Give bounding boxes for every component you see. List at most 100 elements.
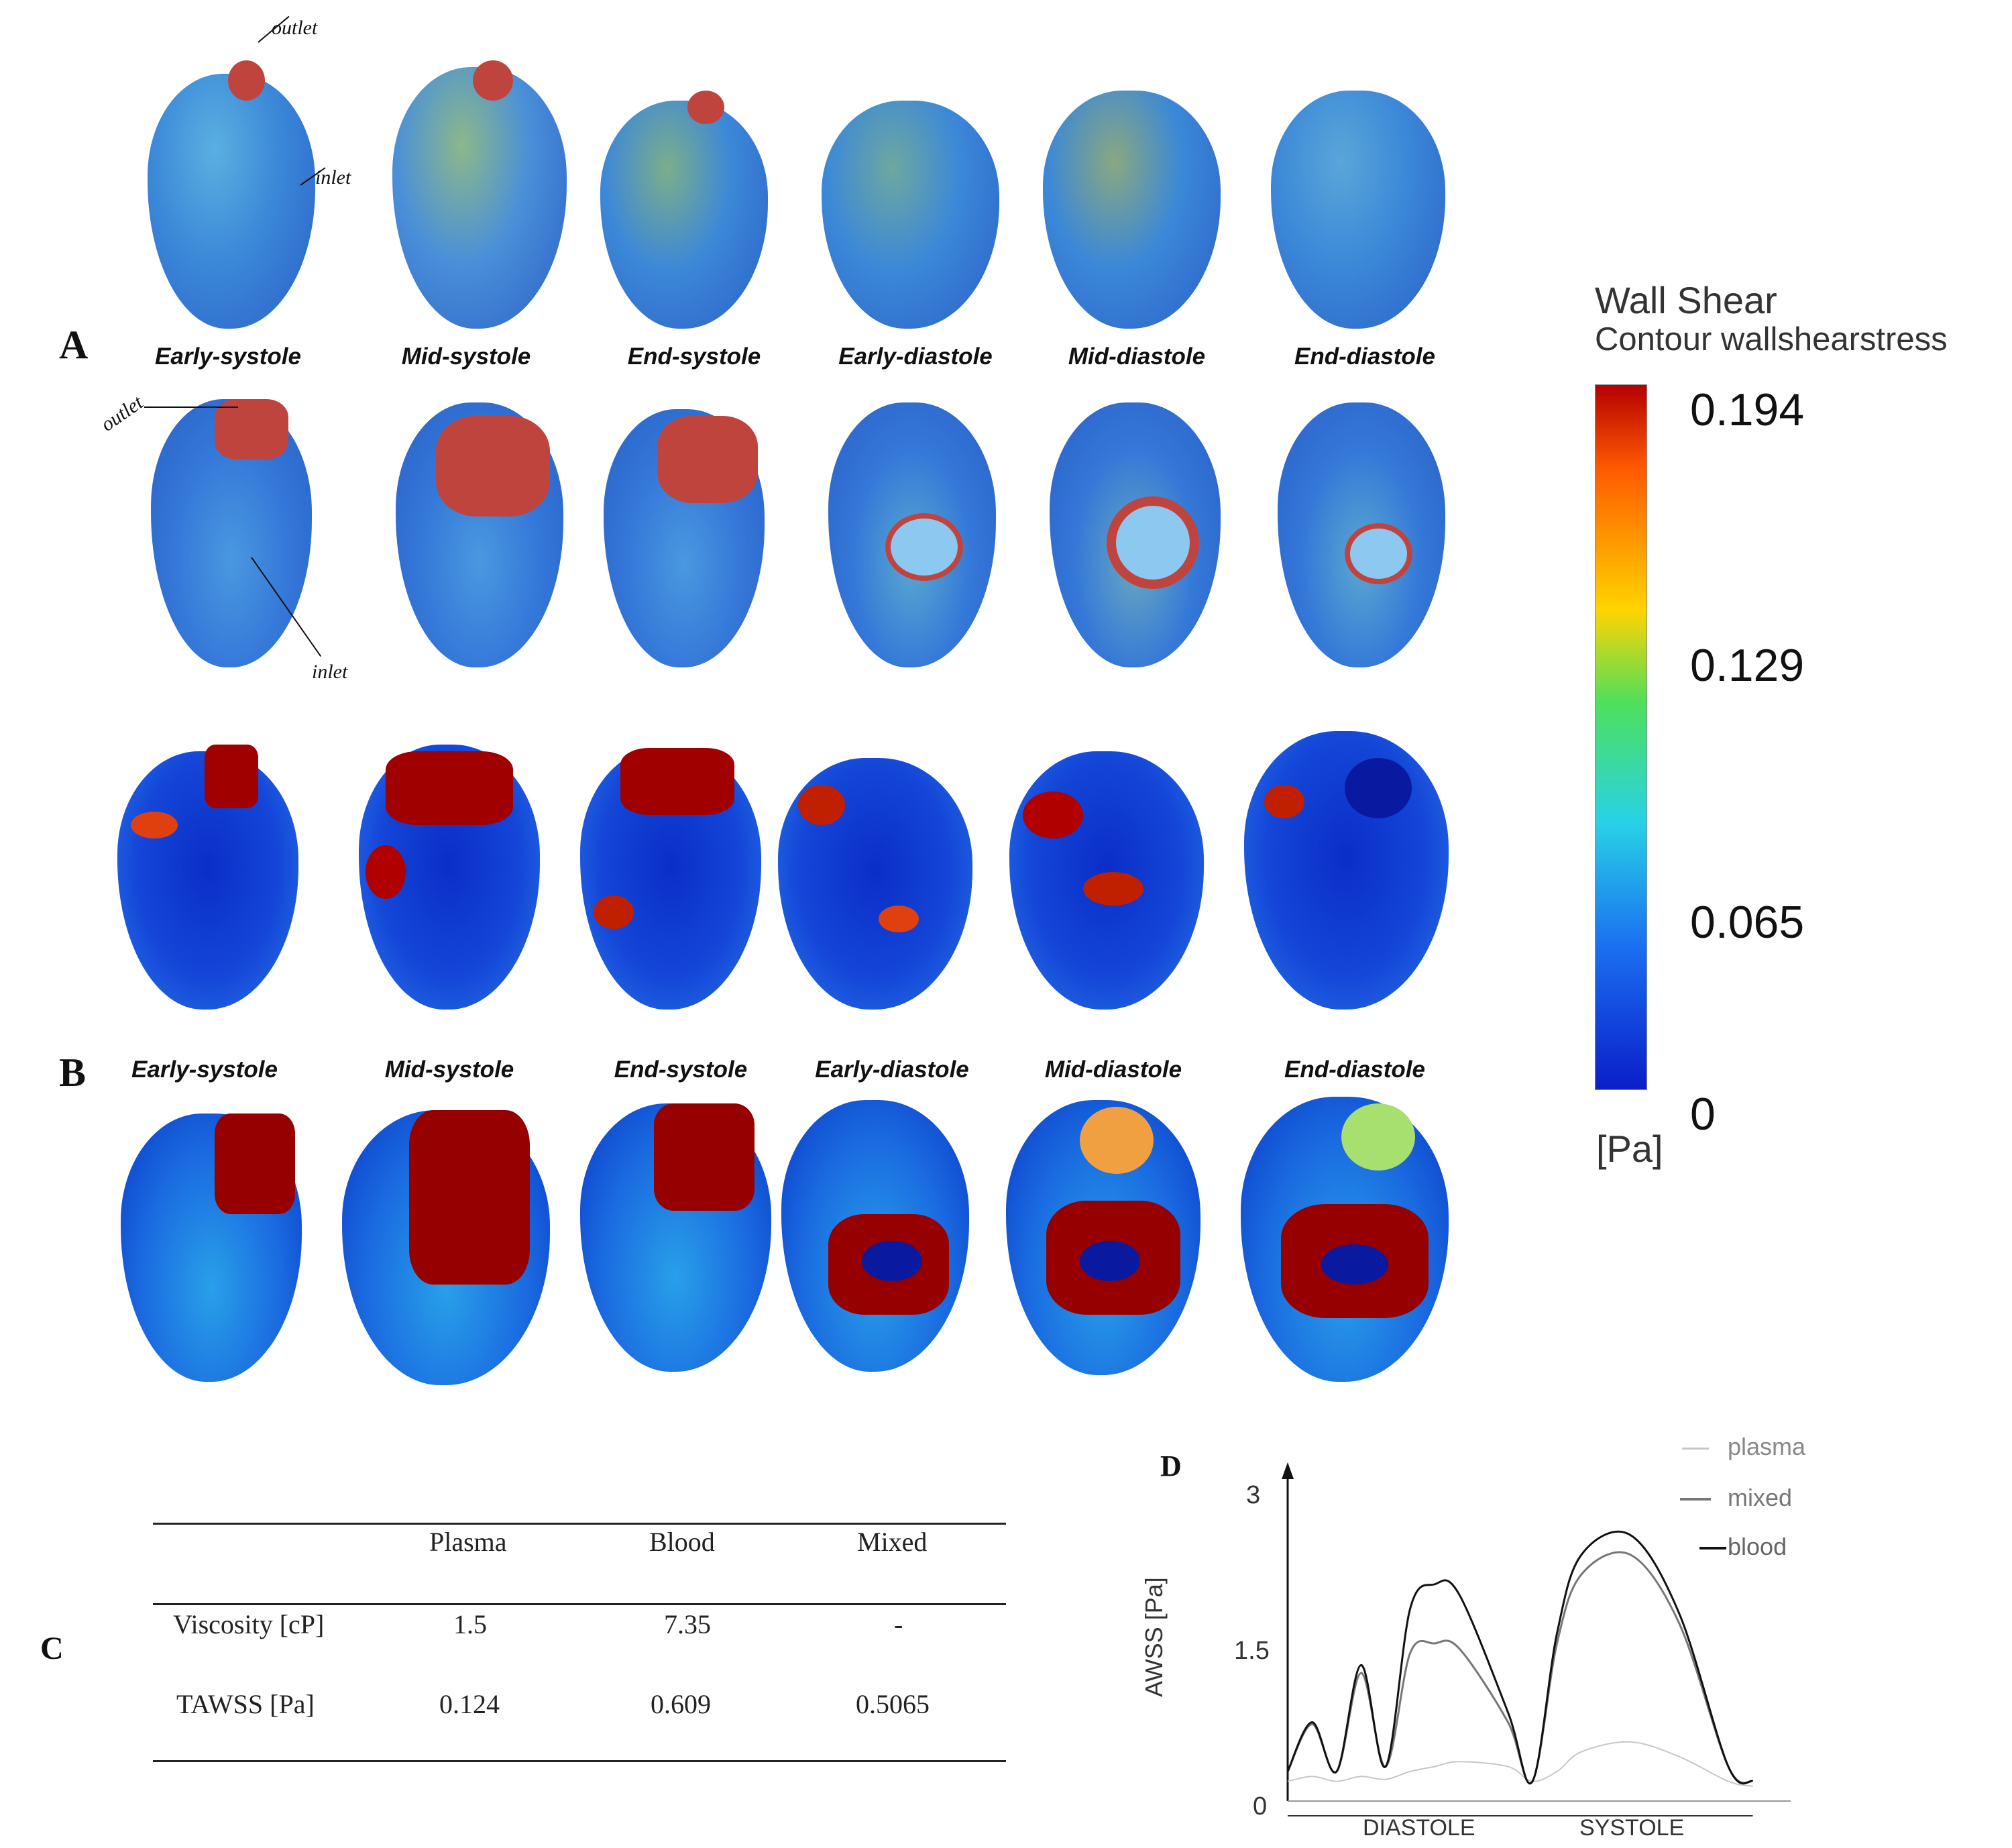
high-wss-region [620,748,734,815]
chart-ylabel: AWSS [Pa] [1140,1577,1168,1697]
high-wss-region [409,1110,530,1285]
low-wss-core [1321,1244,1388,1285]
colorbar-unit: [Pa] [1596,1128,1663,1170]
heart-a2-mid-systole [396,402,563,667]
phase-label: Mid-diastole [1044,1056,1182,1083]
phase-label: Early-systole [131,1056,278,1083]
heart-b2-end-diastole [1241,1097,1449,1382]
table-cell: 0.5065 [856,1689,930,1719]
legend-label: plasma [1728,1433,1806,1460]
high-wss-region [215,1113,295,1214]
heart-a2-early-diastole [828,402,996,667]
phase-label: Early-diastole [838,343,993,370]
phase-label: End-diastole [1294,343,1436,370]
table-cell: 7.35 [664,1609,711,1639]
high-wss-region [131,812,178,838]
legend-swatch-mixed [1680,1498,1711,1501]
high-wss-region [654,1103,754,1211]
chart-region-label: DIASTOLE [1363,1815,1475,1841]
table-header-rule [153,1603,1006,1605]
table-bottom-rule [153,1760,1006,1762]
chart-ytick: 0 [1253,1792,1268,1820]
heart-a2-mid-diastole [1050,402,1221,667]
heart-b1-end-diastole [1244,731,1449,1010]
heart-b1-early-systole [117,745,298,1010]
table-row-label: Viscosity [cP] [173,1609,325,1639]
y-axis-arrow [1282,1462,1294,1479]
heart-b2-end-systole [580,1103,771,1372]
table-top-rule [153,1523,1006,1525]
legend-swatch-plasma [1682,1448,1709,1450]
table-header: Blood [649,1527,715,1557]
colorbar-title: Wall Shear [1595,279,1777,321]
awss-chart [1282,1462,1791,1816]
heart-a1-early-diastole [822,101,999,329]
phase-label: Mid-systole [401,343,531,370]
heart-b2-early-systole [121,1113,302,1382]
low-wss-region [1345,758,1412,818]
outlet-region [228,60,265,101]
heart-a1-mid-systole [392,60,567,329]
outlet-region [215,399,288,459]
heart-a2-early-systole [151,399,312,667]
phase-label: Early-diastole [815,1056,969,1083]
inlet-ring [1107,496,1199,589]
high-wss-region [1264,785,1304,818]
outlet-label-top: outlet [272,17,318,39]
phase-label: Early-systole [155,343,301,370]
legend-label: blood [1728,1533,1787,1560]
colorbar-tick: 0.129 [1690,640,1805,691]
inlet-ring [1345,523,1412,584]
outlet-leader-line-row2 [144,406,238,408]
high-wss-region [798,785,845,825]
colorbar-subtitle: Contour wallshearstress [1595,321,1948,358]
phase-label: End-systole [614,1056,748,1083]
legend-label: mixed [1728,1484,1793,1511]
table-cell: 0.124 [439,1689,500,1719]
heart-a1-mid-diastole [1043,91,1221,329]
outlet-region [436,416,550,517]
table-header: Plasma [429,1527,507,1557]
heart-b2-mid-systole [342,1110,550,1385]
high-wss-region [1083,872,1143,906]
low-wss-core [1080,1241,1140,1281]
phase-label: Mid-diastole [1068,343,1206,370]
high-wss-region [366,845,406,899]
low-wss-core [862,1241,922,1281]
chart-region-label: SYSTOLE [1579,1815,1685,1841]
colorbar-tick: 0.065 [1690,897,1805,948]
series-line-mixed [1286,1551,1754,1785]
heart-b2-mid-diastole [1006,1100,1200,1375]
colorbar-tick: 0.194 [1690,384,1805,435]
outlet-region [657,416,758,503]
heart-b1-early-diastole [778,758,972,1010]
table-cell: 0.609 [651,1689,711,1719]
heart-a2-end-diastole [1278,402,1445,667]
heart-b2-early-diastole [781,1100,969,1372]
mid-wss-region [1080,1107,1154,1174]
heart-a1-end-diastole [1271,91,1445,329]
chart-ytick: 3 [1246,1481,1261,1509]
table-cell: - [894,1609,903,1639]
table-header: Mixed [857,1527,928,1557]
series-line-blood [1286,1531,1754,1785]
colorbar-tick: 0 [1690,1089,1716,1140]
legend-swatch-blood [1699,1547,1726,1550]
outlet-region [687,91,724,124]
heart-a2-end-systole [604,409,765,667]
mid-wss-region [1341,1103,1415,1171]
high-wss-region [386,751,513,825]
colorbar-gradient [1595,384,1647,1090]
heart-b1-mid-diastole [1009,751,1204,1010]
outlet-region [473,60,513,101]
inlet-label-row2: inlet [312,661,348,683]
high-wss-region [879,906,919,932]
phase-label: End-systole [627,343,761,370]
inlet-ring [885,513,963,581]
table-cell: 1.5 [453,1609,487,1639]
chart-ytick: 1.5 [1234,1637,1270,1665]
heart-b1-end-systole [580,748,761,1010]
table-row-label: TAWSS [Pa] [176,1689,315,1719]
heart-a1-end-systole [600,91,768,329]
panel-label-b: B [59,1050,87,1095]
